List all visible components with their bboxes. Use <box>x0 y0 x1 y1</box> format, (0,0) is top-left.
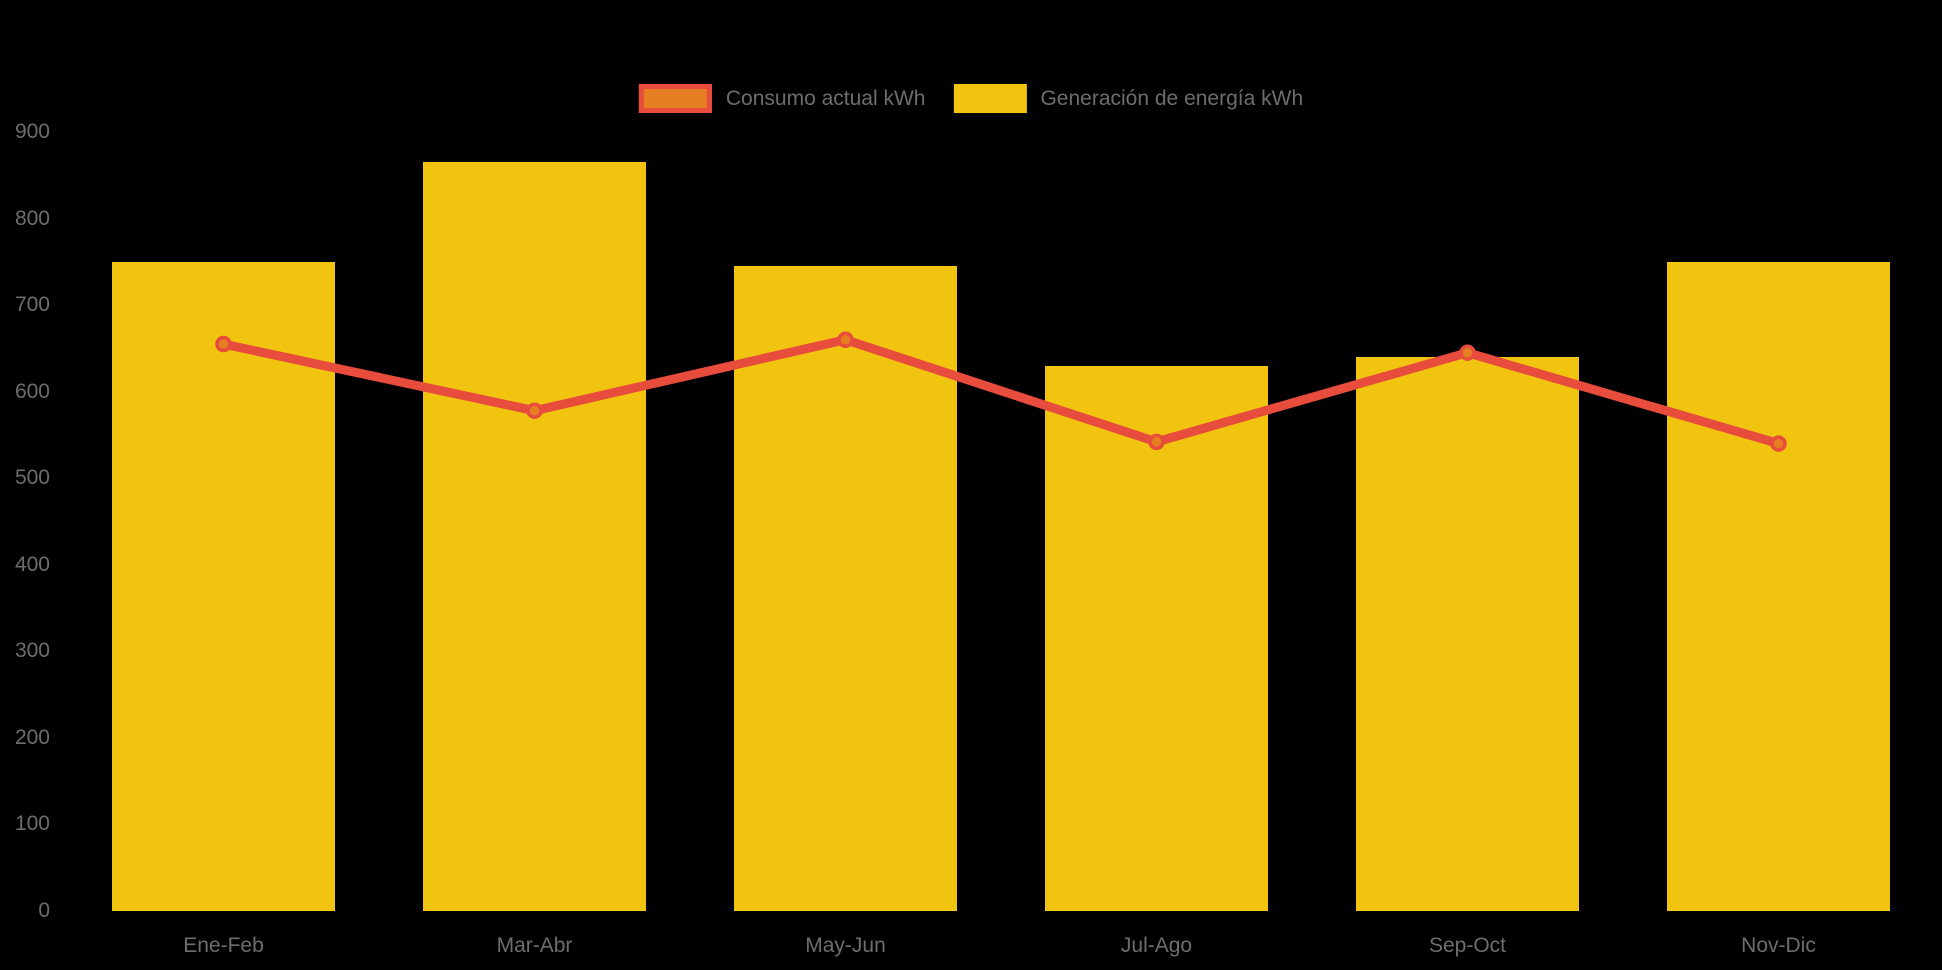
x-tick-label-may-jun: May-Jun <box>805 934 886 957</box>
x-tick-label-sep-oct: Sep-Oct <box>1428 934 1507 957</box>
y-tick-label-800: 800 <box>14 206 50 230</box>
legend-item-consumo-actual[interactable]: Consumo actual kWh <box>638 84 926 113</box>
bar-ene-feb[interactable] <box>112 261 335 911</box>
legend-label-consumo-actual: Consumo actual kWh <box>725 86 926 110</box>
x-tick-label-nov-dic: Nov-Dic <box>1741 934 1816 957</box>
y-tick-label-0: 0 <box>38 899 50 922</box>
y-tick-label-300: 300 <box>14 639 50 663</box>
legend-swatch-line-icon <box>638 84 712 113</box>
bar-may-jun[interactable] <box>734 266 957 911</box>
y-tick-label-700: 700 <box>14 293 50 317</box>
x-tick-label-ene-feb: Ene-Feb <box>183 934 264 957</box>
legend-item-generacion-energia[interactable]: Generación de energía kWh <box>953 84 1303 113</box>
legend-swatch-bar-icon <box>953 84 1027 113</box>
x-tick-label-mar-abr: Mar-Abr <box>496 934 573 957</box>
bar-mar-abr[interactable] <box>423 162 646 911</box>
line-point-nov-dic[interactable] <box>1770 435 1787 452</box>
y-tick-label-900: 900 <box>14 120 50 143</box>
y-tick-label-200: 200 <box>14 725 50 749</box>
line-point-mar-abr[interactable] <box>526 402 543 419</box>
line-point-may-jun[interactable] <box>837 331 854 348</box>
bar-sep-oct[interactable] <box>1356 357 1579 911</box>
line-point-ene-feb[interactable] <box>215 335 232 353</box>
bar-nov-dic[interactable] <box>1667 261 1890 911</box>
line-point-jul-ago[interactable] <box>1148 433 1165 451</box>
y-tick-label-500: 500 <box>14 466 50 490</box>
x-tick-label-jul-ago: Jul-Ago <box>1120 934 1193 957</box>
legend-label-generacion-energia: Generación de energía kWh <box>1040 86 1304 110</box>
line-point-sep-oct[interactable] <box>1459 344 1476 361</box>
legend: Consumo actual kWh Generación de energía… <box>638 84 1303 113</box>
bar-jul-ago[interactable] <box>1045 365 1268 911</box>
y-tick-label-600: 600 <box>14 379 50 403</box>
y-tick-label-100: 100 <box>14 812 50 836</box>
y-tick-label-400: 400 <box>14 552 50 576</box>
